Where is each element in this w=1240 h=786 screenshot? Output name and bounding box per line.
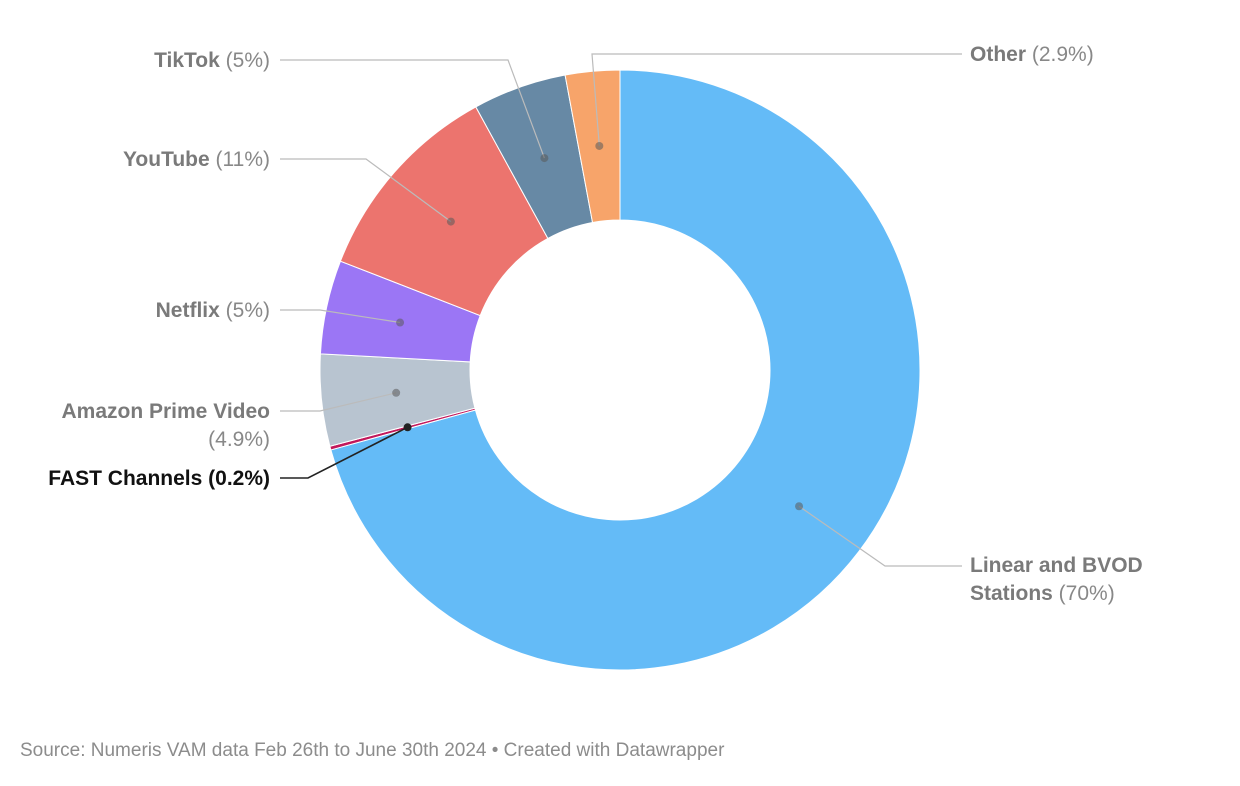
leader-dot-youtube: [446, 217, 455, 226]
leader-line-youtube: [280, 158, 452, 223]
leader-line-linear-and-bvod-stations: [798, 505, 962, 567]
leader-line-tiktok: [280, 59, 545, 159]
slices: [319, 69, 921, 671]
leader-dot-netflix: [396, 318, 405, 327]
leader-dot-amazon-prime-video: [392, 388, 401, 397]
leader-dot-tiktok: [540, 154, 549, 163]
slice-labels: Linear and BVOD Stations (70%) FAST Channe…: [48, 43, 1142, 605]
leader-line-fast-channels: [280, 426, 408, 479]
leader-line-amazon-prime-video: [280, 392, 397, 412]
label-youtube: YouTube (11%): [123, 148, 270, 171]
label-linear-and-bvod-stations: Linear and BVOD Stations (70%): [970, 554, 1143, 605]
leader-dot-fast-channels: [403, 423, 412, 432]
label-amazon-prime-video: Amazon Prime Video (4.9%): [61, 400, 270, 451]
leader-lines: [280, 53, 962, 567]
label-netflix: Netflix (5%): [156, 299, 270, 322]
label-tiktok: TikTok (5%): [154, 49, 270, 72]
slice-linear-and-bvod-stations: [330, 69, 921, 671]
label-other: Other (2.9%): [970, 43, 1094, 66]
label-fast-channels: FAST Channels (0.2%): [48, 467, 270, 490]
leader-line-other: [591, 53, 962, 146]
source-note: Source: Numeris VAM data Feb 26th to Jun…: [20, 740, 725, 761]
leader-dot-other: [595, 141, 604, 150]
leader-line-netflix: [280, 309, 401, 324]
leader-dot-linear-and-bvod-stations: [795, 502, 804, 511]
slice-other: [564, 69, 621, 224]
